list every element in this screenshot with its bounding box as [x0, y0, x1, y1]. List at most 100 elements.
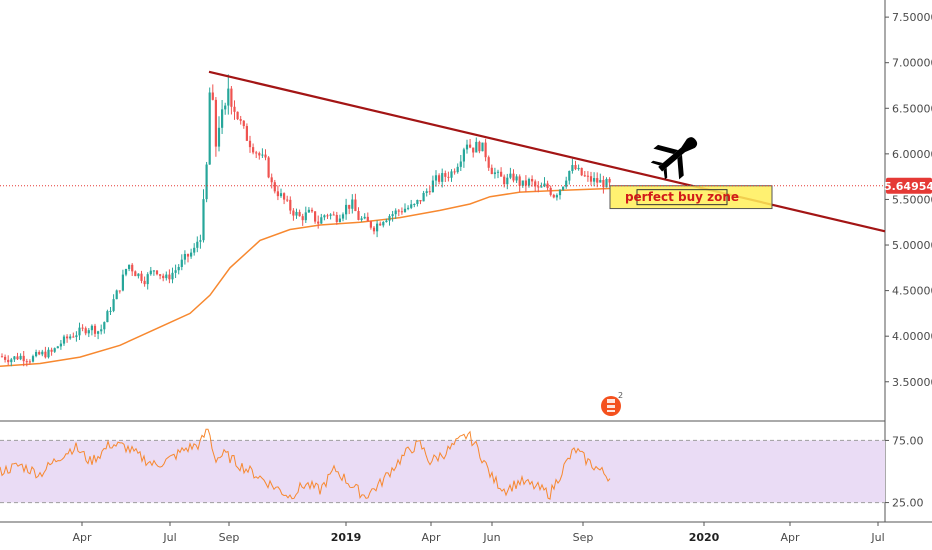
- candle-body: [335, 214, 338, 222]
- candle-body: [69, 336, 72, 339]
- moving-average-layer: [0, 187, 611, 368]
- candle-body: [196, 241, 199, 248]
- candle-body: [562, 186, 565, 190]
- time-tick-label: 2020: [689, 531, 720, 544]
- candle-body: [159, 274, 162, 276]
- candle-body: [425, 191, 428, 193]
- candle-body: [397, 210, 400, 212]
- candle-body: [593, 178, 596, 182]
- candle-body: [441, 173, 444, 182]
- candle-body: [10, 359, 13, 363]
- candle-body: [549, 187, 552, 195]
- candle-body: [329, 214, 332, 216]
- candle-body: [59, 343, 62, 347]
- price-tick-label: 7.50000: [892, 11, 932, 24]
- candle-body: [459, 161, 462, 167]
- candle-body: [236, 111, 239, 120]
- candle-body: [307, 209, 310, 213]
- candle-body: [22, 355, 25, 362]
- candle-body: [320, 217, 323, 224]
- candle-body: [177, 266, 180, 271]
- candle-body: [524, 180, 527, 186]
- candle-body: [431, 180, 434, 193]
- buy-zone-layer[interactable]: perfect buy zone: [609, 185, 773, 210]
- candle-body: [224, 105, 227, 110]
- candle-body: [304, 212, 307, 221]
- candle-body: [50, 349, 53, 352]
- candle-body: [103, 322, 106, 330]
- candle-body: [202, 199, 205, 241]
- candle-body: [465, 144, 469, 150]
- candle-body: [434, 175, 438, 181]
- candle-body: [555, 195, 558, 198]
- candle-body: [121, 274, 124, 291]
- candle-body: [118, 290, 121, 292]
- price-tick-label: 5.50000: [892, 193, 932, 206]
- candle-body: [245, 126, 248, 141]
- candle-body: [227, 88, 230, 106]
- candle-body: [478, 141, 481, 152]
- candle-body: [301, 216, 304, 221]
- candle-body: [410, 204, 413, 208]
- candle-body: [428, 191, 431, 193]
- time-tick-label: Apr: [780, 531, 800, 544]
- candle-body: [323, 215, 326, 218]
- candle-body: [155, 270, 159, 275]
- candle-body: [472, 147, 475, 153]
- candle-body: [450, 171, 453, 178]
- candle-body: [100, 329, 103, 332]
- candle-body: [515, 176, 518, 181]
- candle-body: [534, 181, 537, 187]
- candle-body: [366, 216, 369, 222]
- candle-body: [81, 327, 84, 329]
- candle-body: [279, 193, 283, 197]
- candle-body: [143, 280, 146, 285]
- candle-body: [183, 253, 186, 260]
- candle-body: [93, 325, 97, 334]
- moving-average-line: [0, 187, 611, 368]
- candle-body: [314, 211, 317, 222]
- candle-body: [506, 177, 509, 185]
- time-tick-label: Sep: [573, 531, 594, 544]
- candle-body: [261, 154, 264, 156]
- candle-body: [469, 144, 472, 148]
- price-tick-label: 4.00000: [892, 330, 932, 343]
- time-tick-label: 2019: [331, 531, 362, 544]
- rsi-band: [0, 440, 885, 503]
- buy-zone-label: perfect buy zone: [625, 190, 739, 204]
- rsi-axis[interactable]: 75.00 25.00: [885, 434, 924, 510]
- airplane-icon: [650, 137, 698, 180]
- candle-body: [586, 175, 589, 177]
- candle-body: [292, 210, 295, 216]
- buy-zone-label-box: [636, 189, 728, 206]
- candle-body: [509, 173, 512, 178]
- candle-body: [326, 215, 329, 217]
- candle-body: [500, 171, 503, 177]
- rsi-tick-label: 25.00: [892, 497, 924, 510]
- candle-body: [403, 208, 407, 213]
- candle-body: [351, 199, 354, 209]
- candle-body: [363, 216, 366, 219]
- candle-body: [289, 199, 292, 211]
- candle-body: [146, 274, 149, 285]
- event-badge-icon[interactable]: 2: [601, 391, 623, 416]
- candle-body: [580, 167, 583, 176]
- candle-body: [109, 310, 112, 312]
- candle-body: [382, 221, 385, 226]
- time-tick-label: Apr: [421, 531, 441, 544]
- candle-body: [56, 346, 59, 349]
- time-axis[interactable]: Apr Jul Sep 2019 Apr Jun Sep 2020 Apr Jul: [72, 522, 885, 544]
- candle-body: [124, 269, 128, 275]
- candle-body: [518, 176, 521, 186]
- candle-body: [360, 218, 363, 220]
- candle-body: [62, 336, 66, 344]
- price-axis[interactable]: 7.50000 7.00000 6.50000 6.00000 5.50000 5.000…: [885, 11, 932, 389]
- candle-body: [25, 361, 28, 363]
- candle-body: [574, 165, 577, 170]
- candle-body: [521, 180, 524, 186]
- candle-body: [394, 210, 397, 215]
- candle-body: [31, 356, 35, 362]
- candle-body: [422, 192, 425, 202]
- candle-body: [357, 211, 360, 220]
